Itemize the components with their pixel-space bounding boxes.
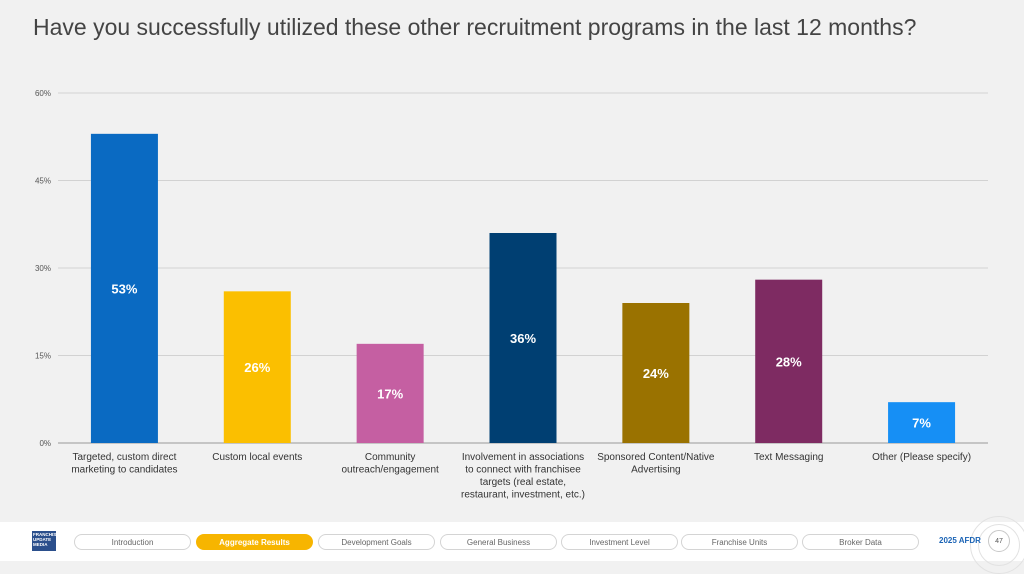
bar bbox=[223, 291, 291, 443]
y-tick-label: 60% bbox=[35, 89, 51, 98]
bar bbox=[489, 233, 557, 443]
x-tick-label: Involvement in associations to connect wi… bbox=[461, 452, 585, 501]
y-tick-label: 0% bbox=[39, 439, 51, 448]
bar bbox=[755, 279, 823, 443]
bar-value-label: 7% bbox=[912, 416, 931, 431]
bar-value-label: 53% bbox=[111, 281, 137, 296]
x-tick-label: Community outreach/engagement bbox=[341, 452, 439, 476]
y-tick-label: 30% bbox=[35, 264, 51, 273]
bar bbox=[888, 402, 956, 443]
x-tick-label: Text Messaging bbox=[754, 452, 823, 463]
y-tick-label: 45% bbox=[35, 177, 51, 186]
bar-value-label: 24% bbox=[643, 366, 669, 381]
bar-value-label: 17% bbox=[377, 386, 403, 401]
nav-tab-general-business[interactable]: General Business bbox=[440, 534, 557, 550]
franchise-update-media-logo: FRANCHISE UPDATE MEDIA bbox=[32, 531, 56, 551]
nav-tab-franchise-units[interactable]: Franchise Units bbox=[681, 534, 798, 550]
page-number: 47 bbox=[988, 530, 1010, 552]
bar-chart: 0% 15% 30% 45% 60% 53% Targeted, custom direct… bbox=[35, 89, 988, 501]
bar bbox=[622, 303, 690, 443]
nav-tab-investment-level[interactable]: Investment Level bbox=[561, 534, 678, 550]
nav-tab-development-goals[interactable]: Development Goals bbox=[318, 534, 435, 550]
bar-value-label: 26% bbox=[244, 360, 270, 375]
y-tick-label: 15% bbox=[35, 352, 51, 361]
footer-bar: FRANCHISE UPDATE MEDIA Introduction Aggr… bbox=[0, 516, 1024, 574]
bar bbox=[90, 133, 158, 444]
nav-tab-aggregate-results[interactable]: Aggregate Results bbox=[196, 534, 313, 550]
x-tick-label: Custom local events bbox=[212, 452, 302, 463]
x-tick-label: Targeted, custom direct marketing to cand… bbox=[71, 452, 177, 476]
bar bbox=[356, 343, 424, 443]
bar-value-label: 36% bbox=[510, 331, 536, 346]
x-tick-label: Other (Please specify) bbox=[872, 452, 971, 463]
x-tick-label: Sponsored Content/Native Advertising bbox=[597, 452, 715, 476]
slide-title: Have you successfully utilized these oth… bbox=[33, 14, 917, 40]
bar-value-label: 28% bbox=[776, 354, 802, 369]
report-label: 2025 AFDR bbox=[939, 536, 981, 545]
nav-tab-introduction[interactable]: Introduction bbox=[74, 534, 191, 550]
nav-tab-broker-data[interactable]: Broker Data bbox=[802, 534, 919, 550]
